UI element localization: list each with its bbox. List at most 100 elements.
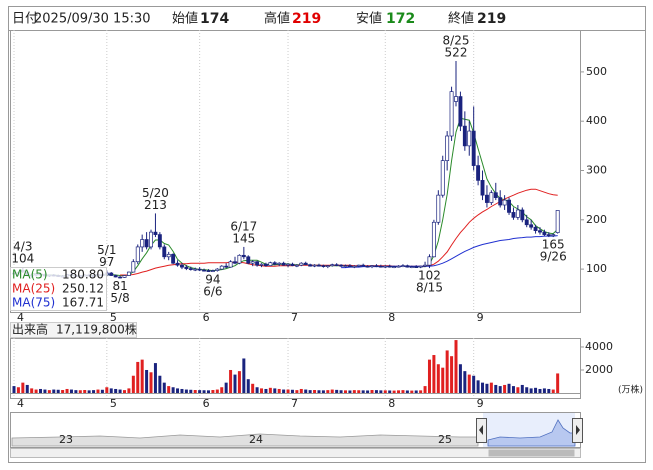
volume-bar: [92, 390, 96, 393]
volume-bar: [189, 389, 193, 393]
annotation-price: 81: [112, 279, 127, 293]
candle-body: [502, 199, 507, 206]
volume-bar: [445, 350, 449, 393]
volume-bar: [450, 356, 454, 393]
annotation-price: 213: [144, 198, 167, 212]
candle-body: [321, 265, 326, 268]
candle-body: [290, 263, 295, 267]
volume-bar: [158, 375, 162, 393]
volume-bar: [251, 383, 255, 393]
volume-bar: [149, 372, 153, 393]
candle-body: [551, 234, 556, 236]
volume-tick-label: 4000: [585, 340, 613, 353]
volume-bar: [180, 388, 184, 393]
candle-body: [374, 265, 379, 268]
candle-body: [529, 224, 534, 228]
candle-body: [219, 265, 224, 270]
x-tick-label: 9: [477, 397, 484, 410]
candle-body: [414, 266, 419, 268]
candle-body: [458, 96, 463, 127]
volume-bar: [361, 390, 365, 393]
volume-bar: [392, 390, 396, 393]
volume-bar: [78, 390, 82, 393]
navigator-year: 25: [438, 433, 452, 446]
candle-body: [149, 231, 153, 248]
y-tick-label: 400: [586, 114, 607, 127]
candle-body: [272, 262, 277, 265]
volume-bar: [485, 383, 489, 393]
candle-body: [511, 212, 516, 218]
candle-body: [162, 246, 167, 258]
volume-bar: [277, 388, 281, 393]
volume-bar: [47, 390, 51, 393]
volume-bar: [339, 390, 343, 393]
header-value: 219: [477, 11, 506, 27]
volume-bar: [260, 388, 264, 393]
volume-bar: [176, 388, 180, 393]
volume-bar: [220, 387, 224, 393]
candle-body: [467, 130, 472, 147]
x-tick-label: 5: [110, 311, 117, 324]
volume-bar: [87, 390, 91, 393]
volume-bar: [123, 390, 126, 393]
candle-body: [538, 230, 542, 233]
volume-bar: [556, 373, 560, 393]
volume-bar: [330, 389, 334, 393]
annotation-price: 522: [445, 46, 468, 60]
volume-bar: [534, 387, 538, 393]
candle-body: [246, 256, 251, 264]
header-value: 219: [292, 11, 321, 27]
volume-bar: [427, 359, 431, 393]
volume-bar: [136, 361, 140, 393]
candle-body: [387, 265, 392, 268]
x-tick-label: 8: [388, 397, 395, 410]
annotation-price: 97: [99, 255, 114, 269]
volume-bar: [348, 390, 352, 393]
volume-bar: [463, 371, 467, 393]
volume-bar: [503, 384, 507, 393]
x-tick-label: 9: [477, 311, 484, 324]
header-label: 日付: [12, 12, 38, 27]
candle-body: [343, 265, 348, 268]
volume-today: 17,119,800株: [56, 322, 137, 337]
candle-body: [131, 261, 136, 273]
scrollbar-thumb[interactable]: [488, 449, 575, 457]
ma-line: [120, 188, 558, 276]
annotation-date: 6/6: [203, 285, 222, 299]
header-value: 174: [200, 11, 229, 27]
navigator-recent: [487, 419, 576, 447]
volume-bar: [481, 382, 485, 393]
volume-bar: [131, 375, 135, 393]
volume-unit: (万株): [618, 384, 643, 396]
volume-bar: [370, 390, 374, 393]
scrollbar[interactable]: [10, 448, 581, 458]
volume-bar: [304, 389, 308, 393]
candle-body: [175, 262, 180, 266]
candle-body: [507, 199, 511, 213]
volume-bar: [268, 387, 272, 393]
volume-bar: [414, 390, 418, 393]
candle-body: [188, 268, 193, 270]
volume-bar: [388, 390, 392, 393]
candle-body: [462, 125, 467, 147]
volume-bar: [317, 390, 321, 393]
volume-bar: [326, 390, 330, 393]
volume-bar: [206, 390, 210, 393]
legend-value: 250.12: [62, 282, 104, 296]
candle-body: [520, 209, 525, 221]
candle-body: [255, 261, 260, 266]
header-label: 高値: [264, 11, 290, 27]
volume-bar: [211, 390, 215, 393]
volume-bar: [516, 387, 520, 393]
volume-bar: [441, 367, 445, 393]
volume-bar: [352, 390, 356, 393]
candle-body: [277, 262, 282, 265]
volume-bar: [229, 369, 233, 393]
y-tick-label: 300: [586, 164, 607, 177]
volume-bar: [16, 387, 20, 393]
candle-body: [210, 270, 215, 272]
candle-body: [317, 264, 321, 267]
candle-body: [215, 268, 220, 271]
volume-bar: [273, 388, 277, 393]
